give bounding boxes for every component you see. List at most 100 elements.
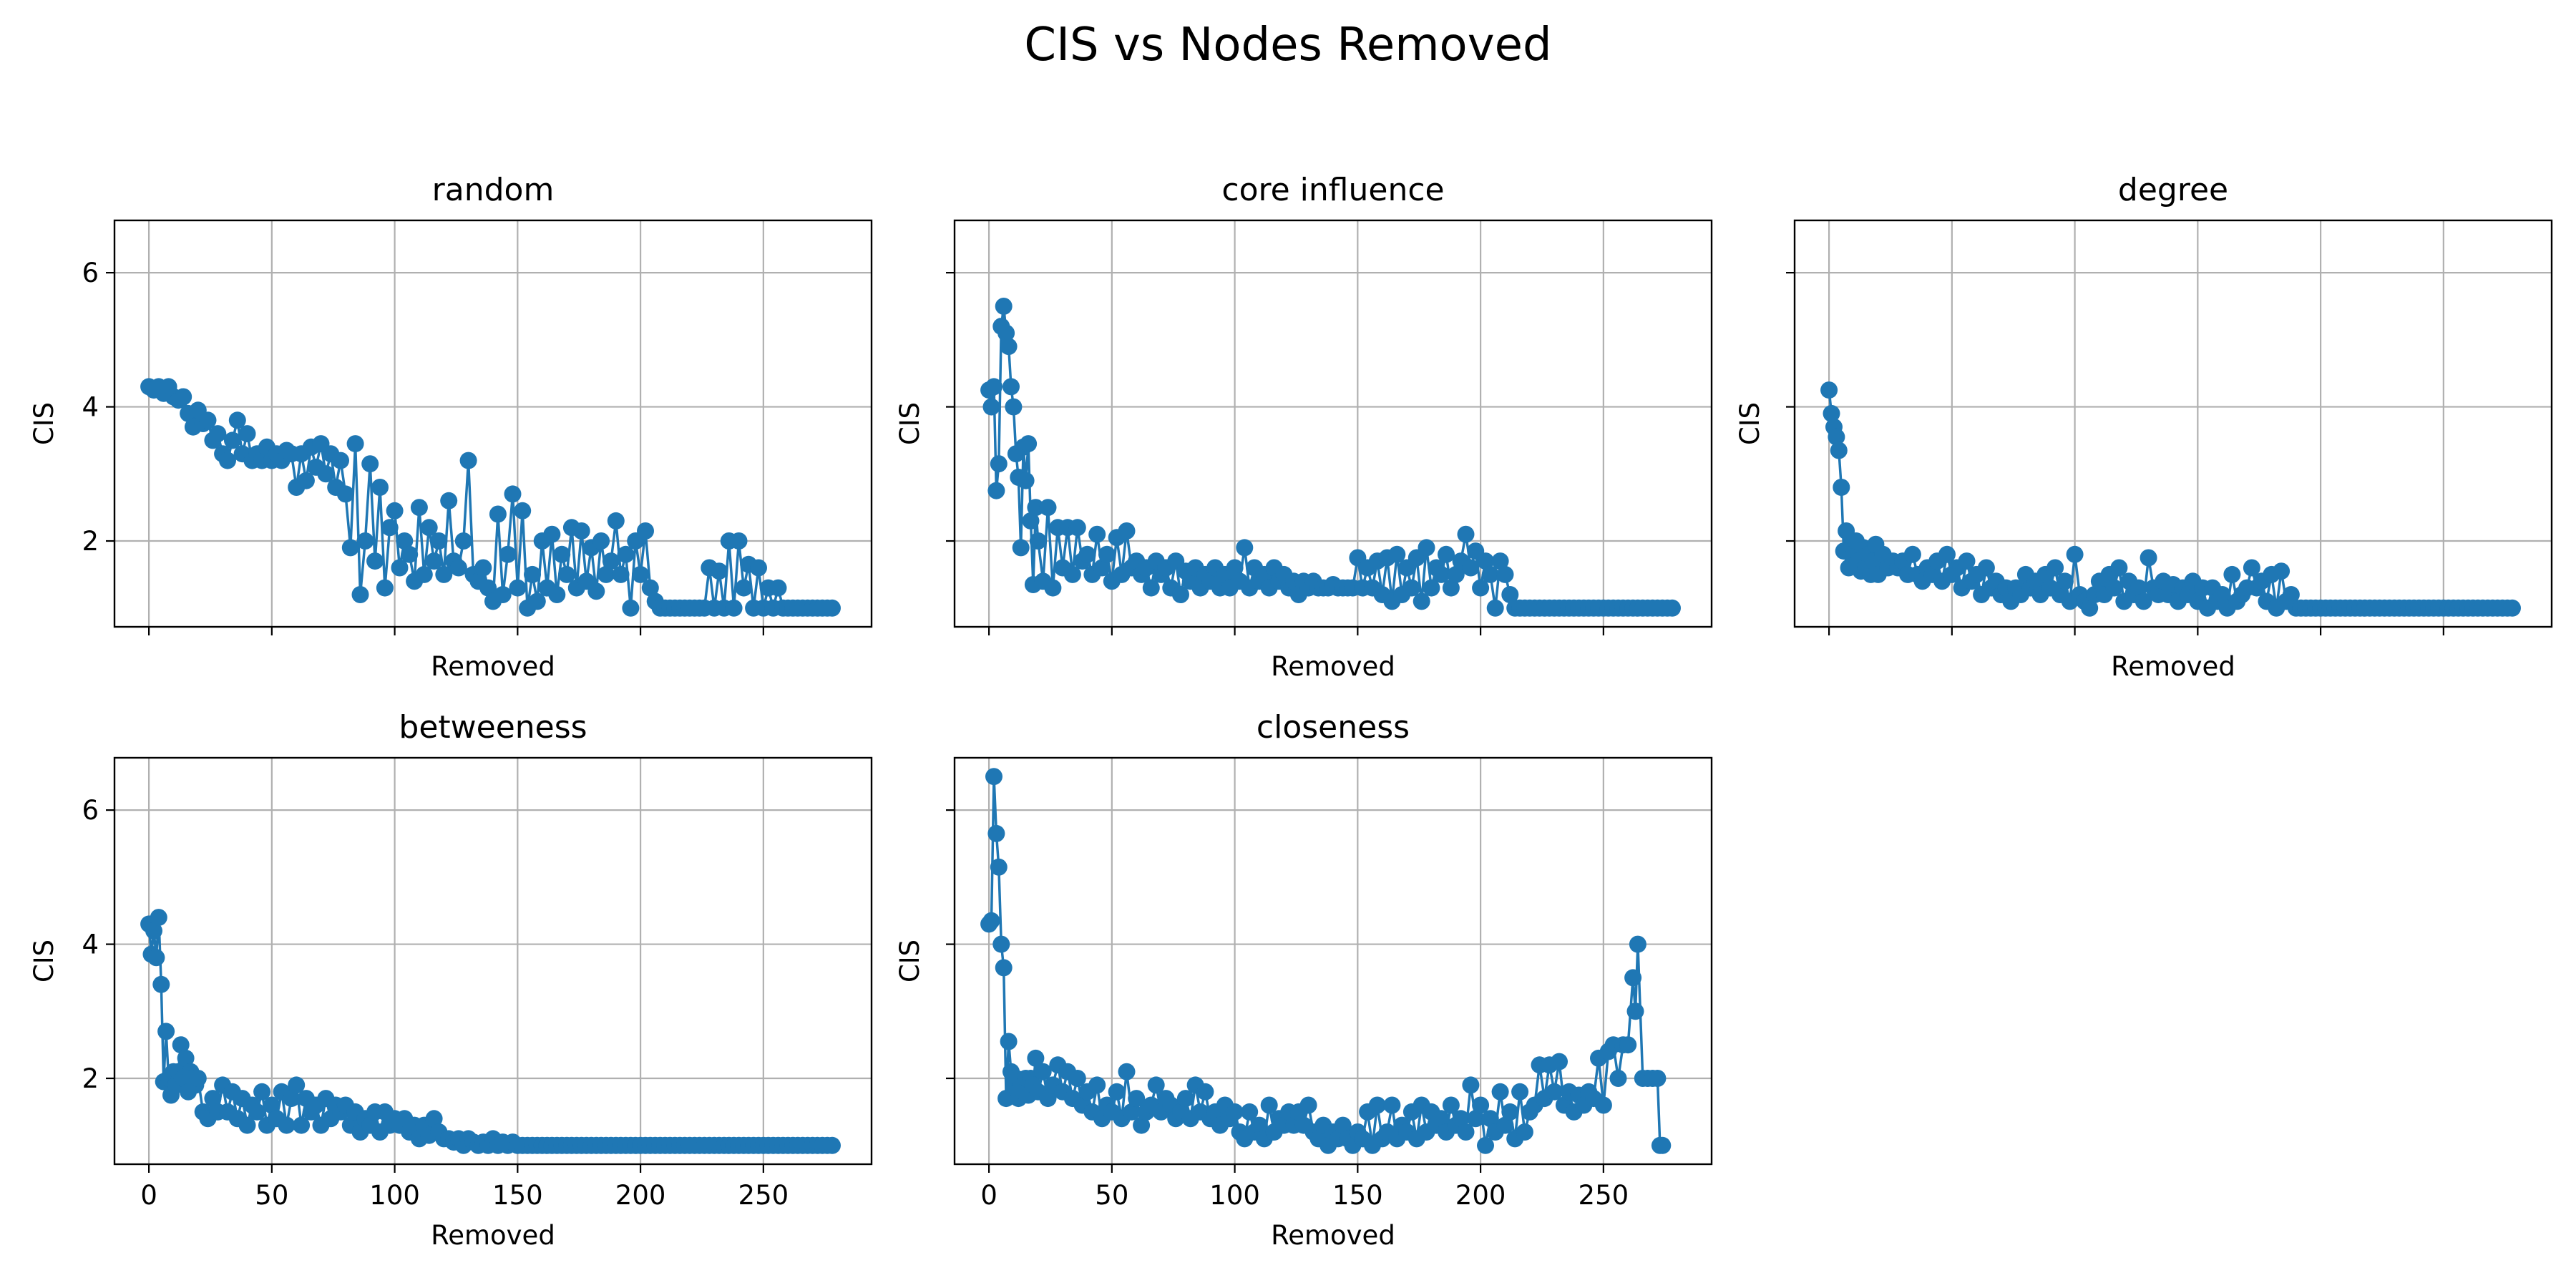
data-point [1423,579,1440,597]
data-point [1039,499,1057,517]
data-point [730,532,748,550]
data-point [474,559,492,577]
data-point [2129,579,2147,597]
data-point [1063,565,1081,583]
data-point [1486,599,1504,617]
data-point [1250,1116,1268,1134]
x-tick-label: 150 [1332,1180,1383,1211]
data-point [147,949,165,967]
data-point [1629,935,1646,953]
y-tick-label: 4 [82,392,99,423]
data-point [1078,545,1096,563]
data-point [1388,545,1406,563]
data-point [1068,519,1086,537]
data-point [278,1116,296,1134]
data-point [1098,545,1116,563]
data-point [725,599,743,617]
data-point [1442,1096,1460,1114]
data-point [459,452,477,469]
data-point [1654,1136,1672,1154]
data-point [548,586,566,603]
data-point [288,1076,306,1094]
data-point [1196,1083,1214,1101]
data-point [1108,1083,1126,1101]
panel-title: betweeness [399,709,587,746]
x-axis-label: Removed [431,1220,555,1251]
data-point [1142,579,1160,597]
data-point [1472,1096,1490,1114]
axes-frame [113,756,873,1166]
data-point [2140,549,2157,567]
data-point [1823,404,1840,422]
data-point [2135,592,2152,610]
data-point [617,545,635,563]
data-point [157,1023,175,1040]
data-point [2273,562,2290,580]
data-point [1551,1053,1568,1070]
data-point [1477,1136,1494,1154]
panel-title: random [432,172,555,208]
data-point [1501,586,1519,603]
data-point [172,1036,190,1054]
data-point [1022,512,1040,530]
data-point [1226,559,1244,577]
x-axis-label: Removed [1271,651,1395,682]
data-point [1496,565,1514,583]
data-point [1501,1103,1519,1121]
data-point [1820,381,1838,399]
data-point [341,539,359,557]
y-tick-label: 2 [82,526,99,557]
data-point [1123,1103,1141,1121]
data-point [735,579,753,597]
data-point [366,552,384,570]
data-point [1442,579,1460,597]
data-point [1241,1103,1259,1121]
data-point [1462,559,1480,577]
data-point [1027,499,1045,517]
x-tick-label: 250 [738,1180,789,1211]
data-point [514,502,532,519]
data-point [223,431,241,449]
x-tick-label: 150 [492,1180,543,1211]
axes-frame [1793,219,2553,628]
data-point [1118,522,1136,540]
panel-title: degree [2118,172,2228,208]
data-point [1619,1036,1637,1054]
data-point [1002,378,1020,396]
data-point [1938,545,1956,563]
data-point [1511,1083,1529,1101]
data-point [504,485,522,503]
y-axis-label: CIS [29,940,59,982]
data-point [992,935,1010,953]
axes-frame [953,756,1713,1166]
data-point [1012,539,1030,557]
panel-title: closeness [1257,709,1410,746]
y-tick-label: 6 [82,258,99,288]
data-point [543,525,561,543]
data-point [248,1103,266,1121]
data-point [769,579,787,597]
data-point [454,532,472,550]
x-axis-label: Removed [1271,1220,1395,1251]
data-point [1903,545,1921,563]
data-point [1093,559,1111,577]
data-point [1958,552,1976,570]
panel-2: degree Removed CIS [1735,172,2553,682]
data-point [293,1116,311,1134]
data-point [1833,479,1850,496]
data-point [499,545,517,563]
data-point [1594,1096,1612,1114]
data-point [1034,1063,1052,1080]
data-point [401,545,419,563]
data-point [997,1090,1015,1108]
data-point [1236,539,1254,557]
data-point [351,586,369,603]
data-point [425,1110,443,1128]
data-point [985,768,1002,786]
data-point [336,485,354,503]
x-tick-label: 0 [980,1180,997,1211]
x-tick-label: 0 [140,1180,157,1211]
data-point [361,455,379,473]
data-point [1516,1123,1533,1141]
data-point [1467,1110,1485,1128]
